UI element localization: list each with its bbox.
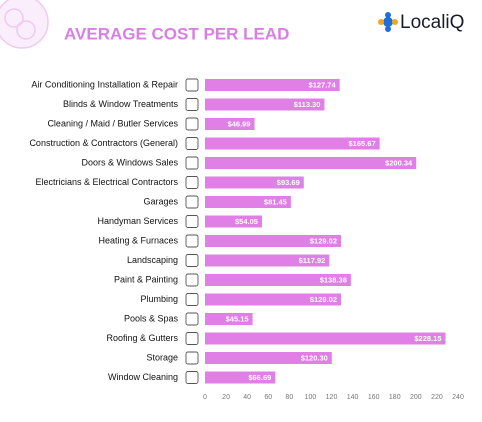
- value-label: $117.92: [299, 256, 326, 265]
- category-icon: [185, 98, 199, 111]
- x-tick-label: 80: [285, 394, 293, 401]
- value-label: $127.74: [309, 80, 337, 89]
- category-label: Storage: [146, 352, 178, 362]
- value-label: $54.05: [235, 217, 258, 226]
- category-icon: [185, 293, 199, 306]
- bar: [205, 274, 351, 286]
- x-tick-label: 240: [452, 394, 464, 401]
- x-tick-label: 0: [203, 394, 207, 401]
- category-label: Pools & Spas: [124, 313, 179, 323]
- category-label: Cleaning / Maid / Butler Services: [47, 118, 178, 128]
- value-label: $81.45: [264, 197, 287, 206]
- category-label: Landscaping: [127, 255, 178, 265]
- category-label: Air Conditioning Installation & Repair: [31, 79, 178, 89]
- value-label: $200.34: [385, 158, 413, 167]
- category-icon: [185, 371, 199, 384]
- bar: [205, 254, 330, 267]
- x-tick-label: 60: [264, 394, 272, 401]
- category-icon: [185, 234, 199, 248]
- bar: [205, 118, 255, 130]
- bar: [205, 176, 304, 189]
- bar: [205, 215, 262, 228]
- x-tick-label: 180: [389, 394, 401, 401]
- x-tick-label: 120: [326, 394, 338, 401]
- category-label: Plumbing: [140, 294, 178, 304]
- category-label: Roofing & Gutters: [106, 333, 178, 343]
- category-label: Blinds & Window Treatments: [63, 99, 179, 109]
- category-label: Garages: [143, 196, 178, 206]
- bar: [205, 98, 325, 111]
- x-tick-label: 40: [243, 394, 251, 401]
- category-label: Electricians & Electrical Contractors: [35, 177, 178, 187]
- x-tick-label: 160: [368, 394, 380, 401]
- x-tick-label: 220: [431, 394, 443, 401]
- value-label: $129.02: [310, 295, 337, 304]
- bar: [205, 79, 340, 91]
- chart-title: AVERAGE COST PER LEAD: [64, 24, 289, 43]
- value-label: $93.69: [277, 178, 300, 187]
- bar: [205, 332, 446, 345]
- value-label: $120.30: [301, 353, 328, 362]
- category-icon: [185, 254, 199, 267]
- value-label: $228.15: [414, 334, 441, 343]
- value-label: $45.15: [226, 314, 249, 323]
- category-icon: [185, 273, 199, 287]
- category-icon: [185, 195, 199, 209]
- bar: [205, 293, 342, 306]
- category-icon: [185, 215, 199, 228]
- category-icon: [185, 332, 199, 345]
- value-label: $129.02: [310, 236, 337, 245]
- category-label: Handyman Services: [97, 216, 178, 226]
- bar: [205, 313, 253, 325]
- category-icon: [185, 312, 199, 326]
- bar: [205, 235, 342, 247]
- brand-logo: LocaliQ: [400, 12, 464, 33]
- x-tick-label: 20: [222, 394, 230, 401]
- bar: [205, 137, 380, 150]
- category-icon: [185, 78, 199, 92]
- category-label: Doors & Windows Sales: [81, 157, 178, 167]
- category-icon: [185, 137, 199, 150]
- category-label: Window Cleaning: [108, 372, 178, 382]
- value-label: $113.30: [294, 100, 321, 109]
- x-tick-label: 140: [347, 394, 359, 401]
- decoration: [0, 0, 49, 49]
- category-icon: [185, 117, 199, 131]
- bar: [205, 157, 417, 169]
- value-label: $138.38: [320, 275, 347, 284]
- category-icon: [185, 156, 199, 170]
- x-tick-label: 100: [305, 394, 317, 401]
- category-icon: [185, 351, 199, 365]
- x-tick-label: 200: [410, 394, 422, 401]
- bar: [205, 371, 276, 384]
- category-icon: [185, 176, 199, 189]
- value-label: $165.67: [349, 139, 376, 148]
- bar: [205, 352, 332, 364]
- logo-icon: [378, 12, 398, 32]
- category-label: Paint & Painting: [114, 274, 178, 284]
- value-label: $66.69: [248, 373, 271, 382]
- category-label: Construction & Contractors (General): [29, 138, 178, 148]
- value-label: $46.99: [228, 119, 251, 128]
- category-label: Heating & Furnaces: [98, 235, 178, 245]
- bar: [205, 196, 291, 208]
